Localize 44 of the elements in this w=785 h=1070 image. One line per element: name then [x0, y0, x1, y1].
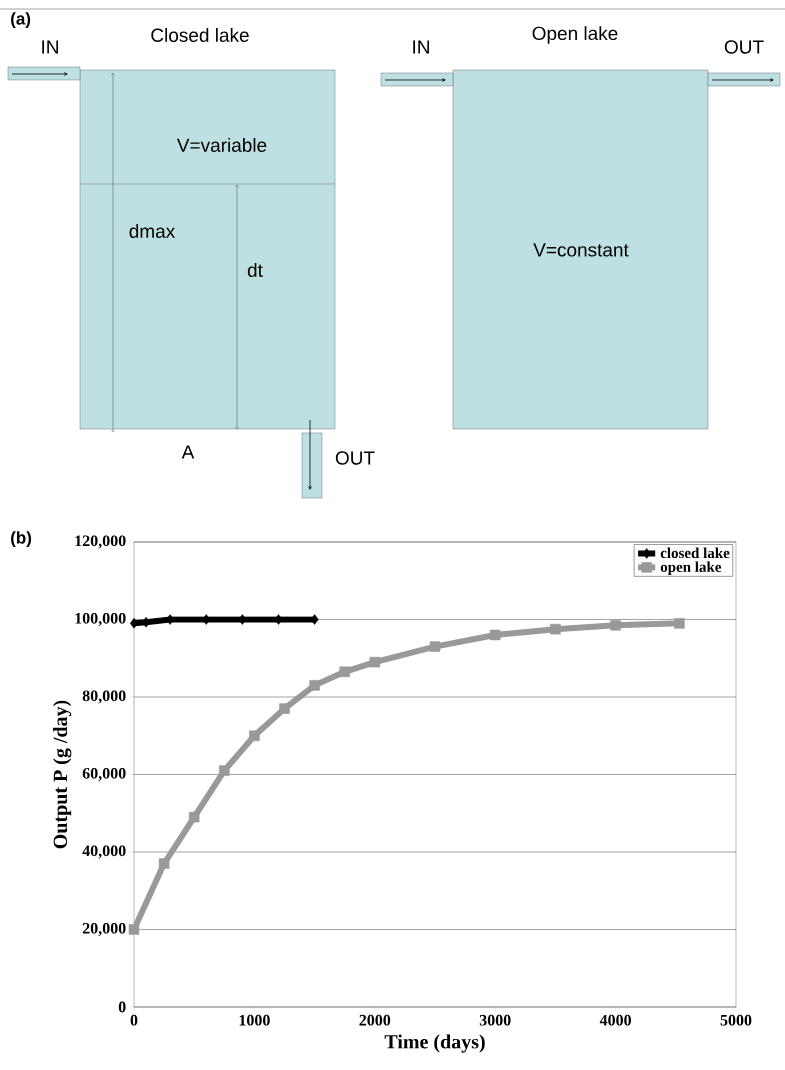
point: [550, 623, 561, 635]
text: Closed lake: [151, 28, 249, 42]
point: [158, 858, 170, 869]
x-tick-label: 0: [130, 1014, 138, 1026]
point: [339, 666, 350, 678]
legend-label: open lake: [660, 561, 722, 576]
point: [249, 730, 260, 741]
y-axis-title: Output P (g /day): [53, 700, 72, 849]
text: V=variable: [176, 138, 267, 152]
point: [309, 680, 320, 691]
point: [279, 703, 290, 714]
x-axis-title: Time (days): [384, 1034, 485, 1053]
chart-title: (b): [11, 531, 32, 548]
y-tick-label: 40,000: [82, 845, 126, 859]
point: [128, 924, 140, 935]
text: dmax: [129, 224, 176, 238]
text: OUT: [724, 40, 764, 54]
point: [369, 656, 381, 668]
y-tick-label: 0: [118, 1001, 126, 1013]
text: IN: [42, 40, 58, 54]
y-tick-label: 120,000: [75, 535, 126, 549]
point: [429, 641, 441, 652]
text: A: [181, 445, 195, 459]
point: [188, 811, 200, 823]
x-tick-label: 1000: [239, 1014, 270, 1026]
point: [674, 618, 685, 629]
point: [610, 620, 621, 631]
text: dt: [247, 263, 263, 277]
text: (a): [11, 12, 31, 29]
text: V=constant: [533, 243, 629, 257]
text: OUT: [335, 451, 375, 465]
y-tick-label: 80,000: [82, 690, 126, 704]
point: [489, 629, 501, 641]
y-tick-label: 100,000: [75, 612, 126, 627]
point: [219, 765, 230, 776]
x-tick-label: 4000: [599, 1014, 631, 1026]
x-tick-label: 2000: [359, 1014, 391, 1026]
text: Open lake: [532, 26, 618, 44]
legend-label: closed lake: [660, 547, 730, 559]
x-tick-label: 3000: [479, 1014, 511, 1026]
x-tick-label: 5000: [720, 1014, 752, 1026]
y-tick-label: 60,000: [82, 767, 126, 782]
text: IN: [413, 40, 429, 54]
y-tick-label: 20,000: [82, 922, 126, 937]
